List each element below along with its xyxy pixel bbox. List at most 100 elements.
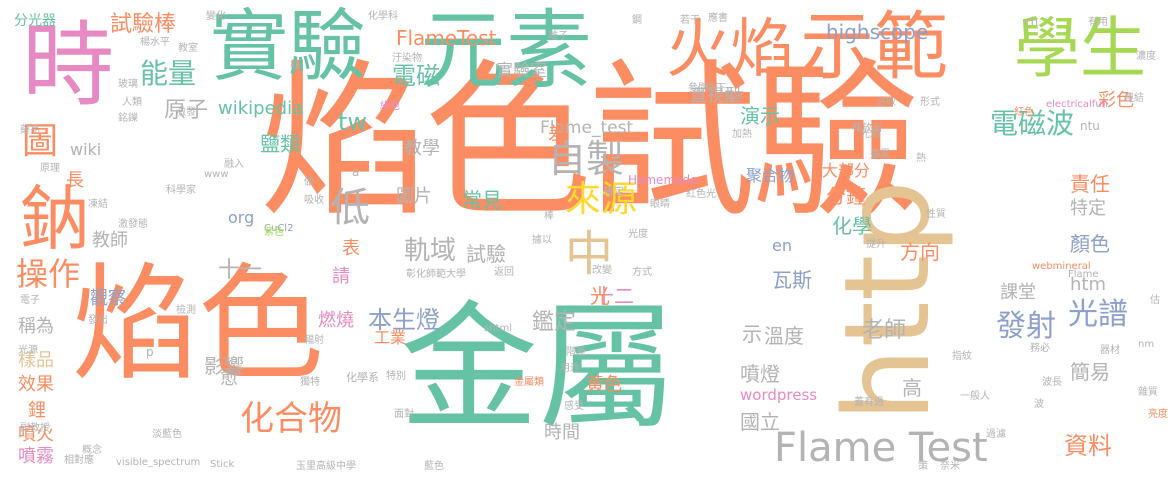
word: 噴燈 bbox=[740, 362, 780, 386]
word: 相對應 bbox=[64, 455, 94, 466]
word: 方向 bbox=[900, 240, 940, 264]
word: 據以 bbox=[532, 235, 552, 246]
word: 電磁波 bbox=[990, 107, 1075, 140]
word: org bbox=[228, 208, 255, 227]
word: CuCl2 bbox=[264, 223, 294, 234]
word: p bbox=[146, 345, 154, 359]
word: 時 bbox=[22, 12, 115, 119]
word: 教學 bbox=[404, 138, 440, 159]
word: tw bbox=[338, 108, 368, 136]
word: 觀察 bbox=[90, 288, 126, 309]
word: 時間 bbox=[544, 422, 580, 443]
word: highscope bbox=[826, 20, 929, 44]
word: Flame Test bbox=[774, 425, 988, 471]
word: 玉里高級中學 bbox=[296, 461, 356, 472]
word: 稱為 bbox=[18, 316, 54, 337]
word: 本生燈 bbox=[368, 306, 440, 334]
word: 棒 bbox=[544, 211, 554, 222]
word: 表 bbox=[342, 238, 360, 259]
word: 紅色光 bbox=[686, 189, 716, 200]
word: 連結 bbox=[1124, 93, 1144, 104]
word: 愈 bbox=[220, 368, 238, 389]
word: 有用 bbox=[1088, 17, 1108, 28]
word: wiki bbox=[70, 140, 102, 159]
word: 凍結 bbox=[88, 199, 108, 210]
word: htm bbox=[1070, 274, 1106, 295]
word: webmineral bbox=[1032, 261, 1091, 272]
word: 感受 bbox=[564, 401, 584, 412]
word: 釋放出 bbox=[852, 123, 882, 134]
word: 返回 bbox=[494, 267, 514, 278]
word: shtml bbox=[484, 323, 512, 334]
word: 溫度 bbox=[764, 324, 804, 348]
word: nm bbox=[1138, 339, 1155, 350]
word: 分鐘 bbox=[826, 184, 866, 208]
word: 離子 bbox=[548, 31, 568, 42]
word: 改變 bbox=[592, 265, 612, 276]
word: 蓋有過 bbox=[854, 397, 884, 408]
word: 確定 bbox=[604, 187, 624, 198]
word: 一般人 bbox=[960, 391, 990, 402]
word: 檢測 bbox=[176, 305, 196, 316]
word: 十二 bbox=[594, 284, 634, 308]
word: 人類 bbox=[122, 97, 142, 108]
word: 變化 bbox=[206, 11, 226, 22]
word: 顏色 bbox=[1070, 232, 1110, 256]
word: 工業 bbox=[374, 328, 407, 347]
word: 藥品 bbox=[20, 125, 40, 136]
word: 長 bbox=[66, 170, 84, 191]
word: 濃度 bbox=[1136, 51, 1156, 62]
word: 光 bbox=[590, 284, 610, 308]
word: 分光器 bbox=[14, 13, 56, 29]
word: 特定 bbox=[1070, 198, 1106, 219]
word: 特別 bbox=[386, 371, 406, 382]
word: 老師 bbox=[862, 318, 907, 343]
word: 波長 bbox=[1042, 377, 1062, 388]
word: Stick bbox=[210, 459, 235, 470]
word: 做 bbox=[304, 177, 314, 188]
word: 請 bbox=[332, 266, 350, 287]
word: 概念 bbox=[82, 445, 102, 456]
word: 原理 bbox=[40, 163, 60, 174]
word: 燃燒 bbox=[318, 310, 354, 331]
word: 能量 bbox=[140, 57, 197, 90]
word: 課堂 bbox=[1000, 282, 1036, 303]
word: 原子 bbox=[164, 98, 209, 123]
word: visible_spectrum bbox=[116, 457, 201, 468]
word: 軌域 bbox=[404, 236, 457, 266]
word: electricalfun bbox=[1046, 99, 1108, 110]
word: 教室 bbox=[178, 43, 198, 54]
word: 電子 bbox=[20, 295, 40, 306]
word: 方式 bbox=[632, 267, 652, 278]
word: 激發 bbox=[176, 107, 196, 118]
word: 輻射 bbox=[304, 335, 324, 346]
word: 元素 bbox=[420, 1, 592, 101]
word: ch bbox=[1024, 15, 1039, 29]
word: 性質 bbox=[926, 209, 946, 220]
word: 沾取 bbox=[876, 97, 896, 108]
word: 估 bbox=[1150, 295, 1160, 306]
word: wordpress bbox=[740, 386, 818, 404]
word: 應書 bbox=[708, 13, 728, 24]
word: 責任 bbox=[1070, 172, 1110, 196]
word: 階差 bbox=[566, 347, 586, 358]
word: 學生 bbox=[1014, 10, 1146, 87]
word: 樣品 bbox=[18, 350, 54, 371]
word: 彰化師範大學 bbox=[406, 269, 466, 280]
word: 鋰 bbox=[28, 400, 46, 421]
word: 熱 bbox=[916, 153, 926, 164]
word: 若干 bbox=[680, 15, 700, 26]
word: 來源 bbox=[565, 179, 638, 220]
word: 指紋 bbox=[952, 351, 972, 362]
word: 國立 bbox=[740, 410, 780, 434]
word: 化學 bbox=[832, 214, 872, 238]
word: 圖片 bbox=[396, 186, 432, 207]
word: 汙染物 bbox=[392, 53, 422, 64]
word: 眼睛 bbox=[650, 199, 670, 210]
word: 波 bbox=[1034, 399, 1044, 410]
word: 奈米 bbox=[940, 461, 960, 472]
word: 差 bbox=[548, 124, 566, 145]
word: 務必 bbox=[1030, 343, 1050, 354]
word: 化學系 bbox=[346, 371, 379, 384]
word: 鹽類 bbox=[260, 132, 300, 156]
